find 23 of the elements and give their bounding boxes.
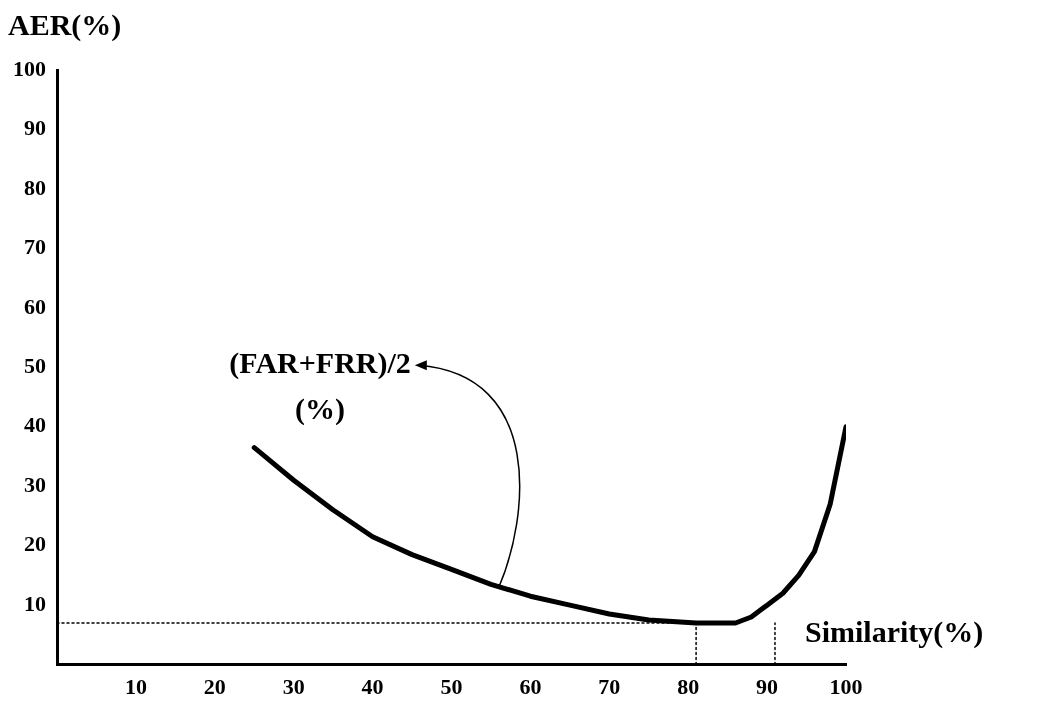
x-tick-label: 30: [282, 674, 305, 700]
y-tick-label: 70: [24, 234, 46, 260]
y-tick-label: 30: [24, 471, 46, 497]
y-tick-label: 100: [13, 55, 46, 81]
x-tick-label: 60: [519, 674, 542, 700]
x-axis-title: Similarity(%): [805, 615, 984, 649]
x-tick-label: 10: [124, 674, 147, 700]
x-tick-label: 100: [829, 674, 863, 700]
x-tick-label: 90: [756, 674, 779, 700]
y-tick-label: 60: [24, 293, 46, 319]
y-tick-label: 90: [24, 115, 46, 141]
y-tick-label: 40: [24, 412, 46, 438]
y-tick-label: 50: [24, 352, 46, 378]
annotation: (FAR+FRR)/2 (%): [229, 346, 411, 427]
x-tick-label: 50: [440, 674, 463, 700]
x-tick-label: 80: [677, 674, 700, 700]
y-tick-label: 10: [24, 590, 46, 616]
y-axis-title: AER(%): [8, 8, 122, 42]
x-tick-label: 40: [361, 674, 384, 700]
y-tick-label: 80: [24, 174, 46, 200]
x-tick-label: 20: [203, 674, 226, 700]
y-tick-label: 20: [24, 531, 46, 557]
x-tick-label: 70: [598, 674, 621, 700]
